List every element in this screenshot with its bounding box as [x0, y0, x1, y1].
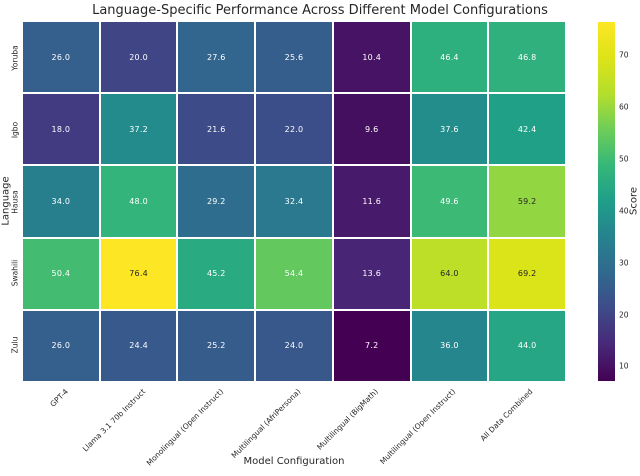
cell-value: 54.4 — [284, 269, 304, 279]
x-tick-label: Multilingual (AfriPersona) — [229, 387, 303, 460]
colorbar-tick-label: 60 — [619, 102, 629, 112]
cell-value: 7.2 — [365, 341, 379, 351]
heatmap-cell: 46.8 — [489, 22, 565, 93]
x-tick-label: GPT-4 — [48, 387, 71, 409]
y-tick-label: Swahili — [10, 260, 20, 287]
heatmap-cell: 7.2 — [333, 310, 410, 381]
heatmap-cell: 21.6 — [178, 94, 255, 165]
x-tick-label: Llama 3.1 70b Instruct — [81, 387, 148, 454]
x-tick-label: All Data Combined — [478, 387, 535, 443]
cell-value: 49.6 — [440, 196, 459, 206]
heatmap-cell: 24.4 — [100, 310, 177, 381]
colorbar — [598, 22, 615, 381]
cell-value: 22.0 — [284, 124, 304, 134]
cell-value: 26.0 — [51, 52, 71, 62]
heatmap-cell: 54.4 — [256, 238, 332, 309]
heatmap-cell: 37.6 — [411, 94, 488, 165]
cell-value: 50.4 — [51, 269, 71, 279]
heatmap-cell: 24.0 — [256, 310, 332, 381]
heatmap-cell: 59.2 — [489, 166, 565, 237]
heatmap-grid: 26.0 20.0 27.6 25.6 10.4 46.4 46.8 18.0 37.2 21.6… — [23, 22, 565, 381]
heatmap-cell: 32.4 — [256, 166, 332, 237]
cell-value: 69.2 — [517, 269, 537, 279]
cell-value: 21.6 — [206, 124, 226, 134]
cell-value: 11.6 — [362, 196, 382, 206]
cell-value: 59.2 — [517, 196, 537, 206]
heatmap-cell: 10.4 — [333, 22, 410, 93]
heatmap-cell: 64.0 — [411, 238, 488, 309]
heatmap-cell: 76.4 — [100, 238, 177, 309]
heatmap-cell: 25.2 — [178, 310, 255, 381]
heatmap-cell: 44.0 — [489, 310, 565, 381]
cell-value: 48.0 — [129, 196, 148, 206]
x-axis-title: Model Configuration — [243, 456, 345, 467]
cell-value: 26.0 — [51, 341, 71, 351]
cell-value: 64.0 — [440, 269, 459, 279]
heatmap-cell: 46.4 — [411, 22, 488, 93]
cell-value: 34.0 — [51, 196, 71, 206]
chart-title: Language-Specific Performance Across Dif… — [92, 3, 548, 18]
cell-value: 25.6 — [284, 52, 304, 62]
heatmap-cell: 50.4 — [23, 238, 99, 309]
heatmap-cell: 9.6 — [333, 94, 410, 165]
colorbar-tick-label: 30 — [619, 258, 629, 268]
colorbar-tick-label: 10 — [619, 361, 629, 371]
colorbar-tick-label: 20 — [619, 310, 629, 320]
cell-value: 44.0 — [517, 341, 537, 351]
y-tick-label: Yoruba — [10, 45, 20, 71]
cell-value: 27.6 — [206, 52, 226, 62]
heatmap-cell: 37.2 — [100, 94, 177, 165]
cell-value: 37.2 — [129, 124, 148, 134]
cell-value: 13.6 — [362, 269, 382, 279]
colorbar-tick-label: 40 — [619, 206, 629, 216]
cell-value: 36.0 — [440, 341, 459, 351]
y-tick-label: Zulu — [10, 336, 20, 354]
heatmap-cell: 45.2 — [178, 238, 255, 309]
x-tick-label: Multilingual (BigMath) — [315, 387, 380, 452]
cell-value: 46.8 — [517, 52, 537, 62]
heatmap-cell: 27.6 — [178, 22, 255, 93]
heatmap-cell: 18.0 — [23, 94, 99, 165]
cell-value: 24.0 — [284, 341, 304, 351]
cell-value: 29.2 — [206, 196, 226, 206]
cell-value: 20.0 — [129, 52, 148, 62]
heatmap-cell: 69.2 — [489, 238, 565, 309]
colorbar-title: Score — [628, 186, 640, 216]
cell-value: 76.4 — [129, 269, 148, 279]
heatmap-cell: 20.0 — [100, 22, 177, 93]
heatmap-cell: 26.0 — [23, 22, 99, 93]
colorbar-tick-label: 70 — [619, 50, 629, 60]
y-tick-label: Igbo — [10, 121, 20, 138]
cell-value: 10.4 — [362, 52, 382, 62]
cell-value: 24.4 — [129, 341, 148, 351]
cell-value: 42.4 — [517, 124, 537, 134]
heatmap-cell: 36.0 — [411, 310, 488, 381]
heatmap-cell: 49.6 — [411, 166, 488, 237]
heatmap-cell: 13.6 — [333, 238, 410, 309]
heatmap-cell: 34.0 — [23, 166, 99, 237]
heatmap-cell: 25.6 — [256, 22, 332, 93]
heatmap-cell: 29.2 — [178, 166, 255, 237]
cell-value: 32.4 — [284, 196, 304, 206]
cell-value: 46.4 — [440, 52, 459, 62]
x-tick-label: Multilingual (Open Instruct) — [378, 387, 458, 467]
colorbar-tick-label: 50 — [619, 154, 629, 164]
cell-value: 25.2 — [206, 341, 226, 351]
cell-value: 18.0 — [51, 124, 71, 134]
cell-value: 9.6 — [365, 124, 379, 134]
heatmap-cell: 42.4 — [489, 94, 565, 165]
heatmap-cell: 26.0 — [23, 310, 99, 381]
heatmap-cell: 48.0 — [100, 166, 177, 237]
cell-value: 45.2 — [206, 269, 226, 279]
y-tick-label: Hausa — [10, 189, 20, 214]
heatmap-cell: 22.0 — [256, 94, 332, 165]
heatmap-cell: 11.6 — [333, 166, 410, 237]
cell-value: 37.6 — [440, 124, 459, 134]
